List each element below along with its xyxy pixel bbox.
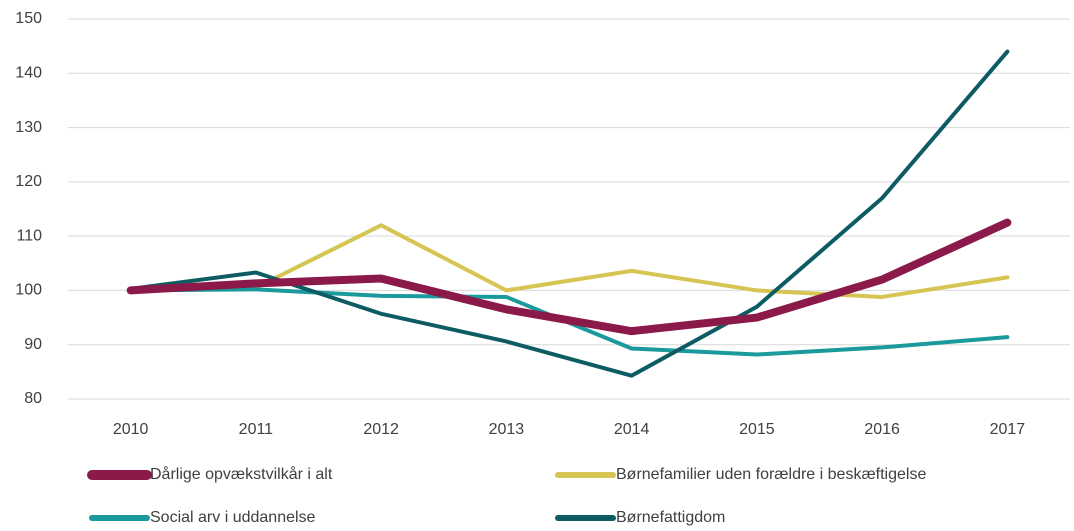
y-tick-label: 90	[24, 336, 42, 353]
y-tick-label: 130	[15, 119, 42, 136]
y-tick-label: 80	[24, 390, 42, 407]
y-tick-label: 120	[15, 173, 42, 190]
y-tick-label: 140	[15, 65, 42, 82]
y-tick-label: 110	[16, 227, 42, 244]
y-tick-label: 100	[15, 282, 42, 299]
x-tick-label: 2014	[614, 421, 650, 438]
x-tick-label: 2016	[864, 421, 900, 438]
y-tick-label: 150	[15, 10, 42, 27]
x-tick-label: 2017	[990, 421, 1026, 438]
legend-label: Børnefattigdom	[616, 509, 725, 526]
legend-label: Børnefamilier uden forældre i beskæftige…	[616, 466, 926, 483]
x-tick-label: 2015	[739, 421, 775, 438]
series-line	[126, 218, 1012, 336]
x-tick-label: 2012	[363, 421, 399, 438]
series-line	[128, 49, 1010, 378]
legend-label: Dårlige opvækstvilkår i alt	[150, 465, 333, 483]
x-tick-label: 2013	[489, 421, 525, 438]
x-tick-label: 2011	[239, 421, 274, 438]
x-tick-label: 2010	[113, 421, 149, 438]
legend-label: Social arv i uddannelse	[150, 509, 316, 526]
